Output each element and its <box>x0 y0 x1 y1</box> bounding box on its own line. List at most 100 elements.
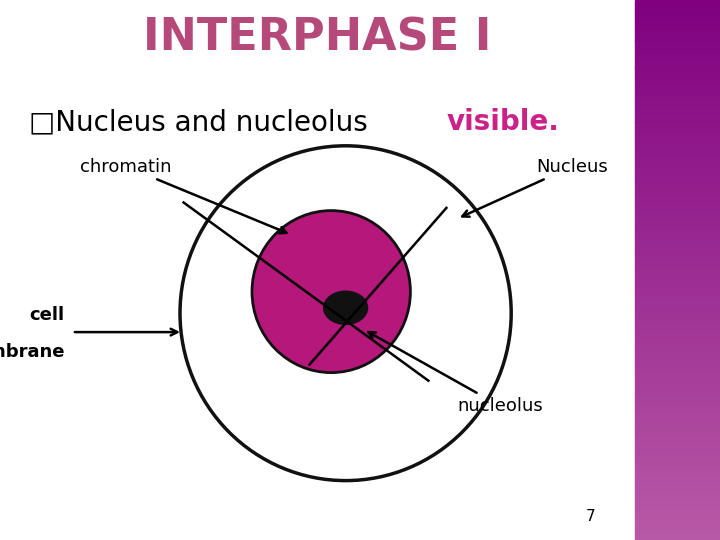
Bar <box>635 397 720 400</box>
Bar <box>635 451 720 454</box>
Bar <box>635 402 720 405</box>
Bar <box>635 308 720 310</box>
Bar <box>635 159 720 162</box>
Bar <box>635 491 720 494</box>
Bar <box>635 470 720 472</box>
Ellipse shape <box>324 292 367 324</box>
Bar <box>635 62 720 65</box>
Bar <box>635 437 720 440</box>
Bar <box>635 475 720 478</box>
Bar <box>635 310 720 313</box>
Text: 7: 7 <box>585 509 595 524</box>
Bar <box>635 202 720 205</box>
Bar <box>635 32 720 35</box>
Bar <box>635 518 720 521</box>
Bar <box>635 108 720 111</box>
Bar <box>635 340 720 343</box>
Bar <box>635 383 720 386</box>
Bar <box>635 27 720 30</box>
Bar <box>635 14 720 16</box>
Bar <box>635 124 720 127</box>
Bar <box>635 343 720 346</box>
Bar <box>635 213 720 216</box>
Bar <box>635 400 720 402</box>
Bar <box>635 500 720 502</box>
Bar <box>635 359 720 362</box>
Bar <box>635 81 720 84</box>
Bar <box>635 494 720 497</box>
Bar <box>635 454 720 456</box>
Bar <box>635 332 720 335</box>
Bar <box>635 73 720 76</box>
Bar <box>635 446 720 448</box>
Bar <box>635 8 720 11</box>
Bar <box>635 364 720 367</box>
Text: nucleolus: nucleolus <box>369 332 543 415</box>
Bar <box>635 235 720 238</box>
Bar <box>635 259 720 262</box>
Bar <box>635 208 720 211</box>
Bar <box>635 313 720 316</box>
Bar <box>635 456 720 459</box>
Bar <box>635 424 720 427</box>
Bar <box>635 324 720 327</box>
Bar <box>635 489 720 491</box>
Bar <box>635 211 720 213</box>
Bar <box>635 354 720 356</box>
Bar <box>635 448 720 451</box>
Bar <box>635 24 720 27</box>
Bar <box>635 111 720 113</box>
Bar <box>635 186 720 189</box>
Bar <box>635 189 720 192</box>
Text: Nucleus: Nucleus <box>462 158 608 217</box>
Bar <box>635 219 720 221</box>
Bar <box>635 116 720 119</box>
Bar <box>635 238 720 240</box>
Ellipse shape <box>180 146 511 481</box>
Bar <box>635 305 720 308</box>
Bar <box>635 373 720 375</box>
Bar <box>635 532 720 535</box>
Bar <box>635 100 720 103</box>
Bar <box>635 230 720 232</box>
Bar <box>635 92 720 94</box>
Bar <box>635 192 720 194</box>
Bar <box>635 57 720 59</box>
Bar <box>635 294 720 297</box>
Bar <box>635 521 720 524</box>
Bar <box>635 240 720 243</box>
Bar <box>635 362 720 364</box>
Bar <box>635 5 720 8</box>
Bar <box>635 197 720 200</box>
Bar <box>635 443 720 445</box>
Bar <box>635 143 720 146</box>
Bar <box>635 78 720 81</box>
Bar <box>635 132 720 135</box>
Bar <box>635 200 720 202</box>
Bar <box>635 510 720 513</box>
Bar <box>635 119 720 122</box>
Bar <box>635 70 720 73</box>
Bar <box>635 483 720 486</box>
Bar <box>635 497 720 500</box>
Bar <box>635 472 720 475</box>
Bar <box>635 54 720 57</box>
Bar <box>635 432 720 435</box>
Bar <box>635 378 720 381</box>
Bar <box>635 405 720 408</box>
Bar <box>635 416 720 418</box>
Bar <box>635 327 720 329</box>
Bar <box>635 292 720 294</box>
Bar <box>635 11 720 14</box>
Bar <box>635 221 720 224</box>
Text: □Nucleus and nucleolus: □Nucleus and nucleolus <box>29 108 377 136</box>
Bar <box>635 300 720 302</box>
Bar <box>635 30 720 32</box>
Bar <box>635 464 720 467</box>
Bar <box>635 348 720 351</box>
Bar <box>635 421 720 424</box>
Ellipse shape <box>252 211 410 373</box>
Bar <box>635 173 720 176</box>
Bar <box>635 524 720 526</box>
Bar <box>635 394 720 397</box>
